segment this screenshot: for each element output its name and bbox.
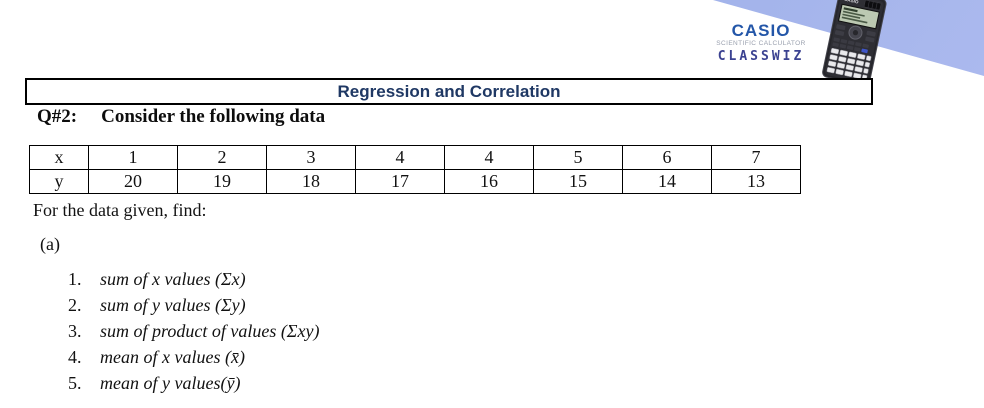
question-heading: Q#2: Consider the following data — [37, 106, 325, 128]
brand-block: CASIO SCIENTIFIC CALCULATOR CLASSWIZ — [702, 22, 820, 63]
item-text: mean of y values(ȳ) — [100, 373, 241, 393]
y-value: 16 — [444, 169, 534, 194]
question-text: Consider the following data — [101, 106, 326, 127]
row-header-x: x — [29, 145, 89, 170]
item-number: 4. — [68, 347, 82, 367]
page-title: Regression and Correlation — [25, 78, 873, 105]
x-value: 5 — [533, 145, 623, 170]
y-value: 13 — [711, 169, 801, 194]
y-value: 17 — [355, 169, 445, 194]
question-number: Q#2: — [37, 106, 78, 127]
x-value: 4 — [444, 145, 534, 170]
item-number: 2. — [68, 295, 82, 315]
data-table: x 1 2 3 4 4 5 6 7 y 20 19 18 17 16 15 14… — [29, 145, 801, 194]
list-item: 4. mean of x values (x̄) — [68, 347, 319, 373]
y-value: 15 — [533, 169, 623, 194]
y-value: 18 — [266, 169, 356, 194]
item-number: 5. — [68, 373, 82, 393]
part-label: (a) — [40, 234, 60, 254]
x-value: 2 — [177, 145, 267, 170]
x-value: 7 — [711, 145, 801, 170]
x-value: 4 — [355, 145, 445, 170]
list-item: 2. sum of y values (Σy) — [68, 295, 319, 321]
item-text: sum of x values (Σx) — [100, 269, 246, 289]
row-header-y: y — [29, 169, 89, 194]
list-item: 5. mean of y values(ȳ) — [68, 373, 319, 399]
task-list: 1. sum of x values (Σx) 2. sum of y valu… — [68, 269, 319, 399]
x-value: 3 — [266, 145, 356, 170]
prompt-text: For the data given, find: — [33, 200, 207, 220]
classwiz-wordmark: CLASSWIZ — [717, 48, 805, 64]
casio-logo: CASIO — [731, 21, 791, 40]
calculator-image: CASIO — [822, 0, 887, 86]
table-row-x: x 1 2 3 4 4 5 6 7 — [29, 145, 801, 170]
brand-subtitle: SCIENTIFIC CALCULATOR — [716, 40, 806, 47]
item-number: 3. — [68, 321, 82, 341]
y-value: 20 — [88, 169, 178, 194]
table-row-y: y 20 19 18 17 16 15 14 13 — [29, 169, 801, 194]
item-number: 1. — [68, 269, 82, 289]
y-value: 19 — [177, 169, 267, 194]
list-item: 3. sum of product of values (Σxy) — [68, 321, 319, 347]
y-value: 14 — [622, 169, 712, 194]
svg-text:CASIO: CASIO — [844, 0, 860, 5]
item-text: sum of product of values (Σxy) — [100, 321, 320, 341]
item-text: mean of x values (x̄) — [100, 347, 245, 367]
x-value: 1 — [88, 145, 178, 170]
x-value: 6 — [622, 145, 712, 170]
item-text: sum of y values (Σy) — [100, 295, 246, 315]
list-item: 1. sum of x values (Σx) — [68, 269, 319, 295]
